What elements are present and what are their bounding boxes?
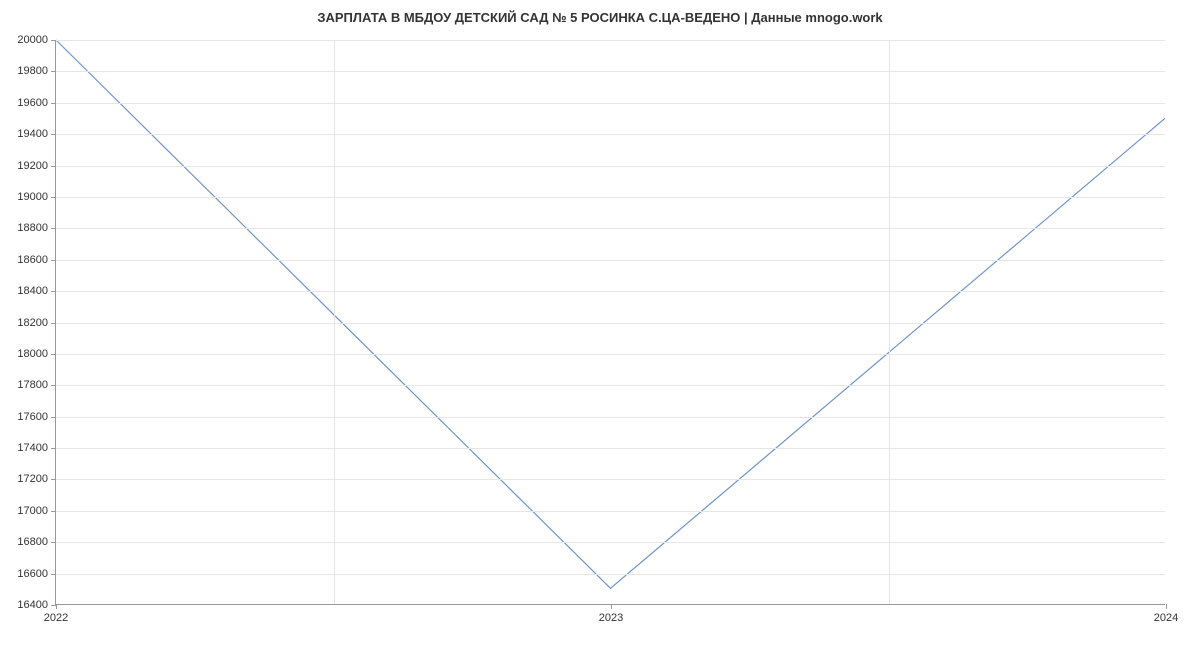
y-tick <box>51 71 56 72</box>
y-tick <box>51 134 56 135</box>
y-grid-line <box>56 134 1165 135</box>
y-tick <box>51 511 56 512</box>
y-tick <box>51 197 56 198</box>
y-grid-line <box>56 354 1165 355</box>
y-tick-label: 17800 <box>17 379 48 391</box>
y-tick-label: 18400 <box>17 285 48 297</box>
y-tick-label: 17000 <box>17 505 48 517</box>
y-tick-label: 16800 <box>17 536 48 548</box>
y-tick <box>51 479 56 480</box>
y-tick <box>51 166 56 167</box>
y-grid-line <box>56 40 1165 41</box>
y-tick-label: 18200 <box>17 317 48 329</box>
line-path <box>56 40 1165 588</box>
chart-title: ЗАРПЛАТА В МБДОУ ДЕТСКИЙ САД № 5 РОСИНКА… <box>0 0 1200 25</box>
y-tick <box>51 260 56 261</box>
y-tick-label: 17400 <box>17 442 48 454</box>
y-tick-label: 20000 <box>17 34 48 46</box>
y-tick <box>51 228 56 229</box>
y-tick <box>51 291 56 292</box>
x-tick-label: 2024 <box>1154 612 1178 624</box>
y-tick-label: 16600 <box>17 568 48 580</box>
y-tick-label: 19600 <box>17 97 48 109</box>
y-grid-line <box>56 574 1165 575</box>
y-tick-label: 19800 <box>17 65 48 77</box>
y-tick-label: 17200 <box>17 473 48 485</box>
y-grid-line <box>56 542 1165 543</box>
y-grid-line <box>56 228 1165 229</box>
y-tick-label: 19200 <box>17 160 48 172</box>
y-tick <box>51 40 56 41</box>
y-tick-label: 18800 <box>17 222 48 234</box>
y-grid-line <box>56 260 1165 261</box>
x-tick <box>611 604 612 609</box>
y-grid-line <box>56 197 1165 198</box>
y-tick <box>51 448 56 449</box>
x-tick-label: 2022 <box>44 612 68 624</box>
y-grid-line <box>56 71 1165 72</box>
y-tick <box>51 574 56 575</box>
y-tick <box>51 323 56 324</box>
plot-area: 1640016600168001700017200174001760017800… <box>55 40 1165 605</box>
x-tick <box>1166 604 1167 609</box>
y-tick-label: 18000 <box>17 348 48 360</box>
x-tick <box>56 604 57 609</box>
y-tick-label: 19000 <box>17 191 48 203</box>
y-grid-line <box>56 448 1165 449</box>
y-grid-line <box>56 417 1165 418</box>
chart-container: 1640016600168001700017200174001760017800… <box>55 40 1165 605</box>
y-grid-line <box>56 479 1165 480</box>
x-minor-grid-line <box>334 40 335 604</box>
y-tick <box>51 354 56 355</box>
y-tick-label: 18600 <box>17 254 48 266</box>
x-tick-label: 2023 <box>599 612 623 624</box>
x-minor-grid-line <box>889 40 890 604</box>
y-grid-line <box>56 511 1165 512</box>
y-tick <box>51 417 56 418</box>
y-grid-line <box>56 103 1165 104</box>
y-grid-line <box>56 323 1165 324</box>
y-grid-line <box>56 385 1165 386</box>
y-tick <box>51 103 56 104</box>
y-tick-label: 17600 <box>17 411 48 423</box>
y-grid-line <box>56 291 1165 292</box>
y-tick <box>51 542 56 543</box>
y-tick-label: 19400 <box>17 128 48 140</box>
y-tick <box>51 385 56 386</box>
y-grid-line <box>56 166 1165 167</box>
y-tick-label: 16400 <box>17 599 48 611</box>
